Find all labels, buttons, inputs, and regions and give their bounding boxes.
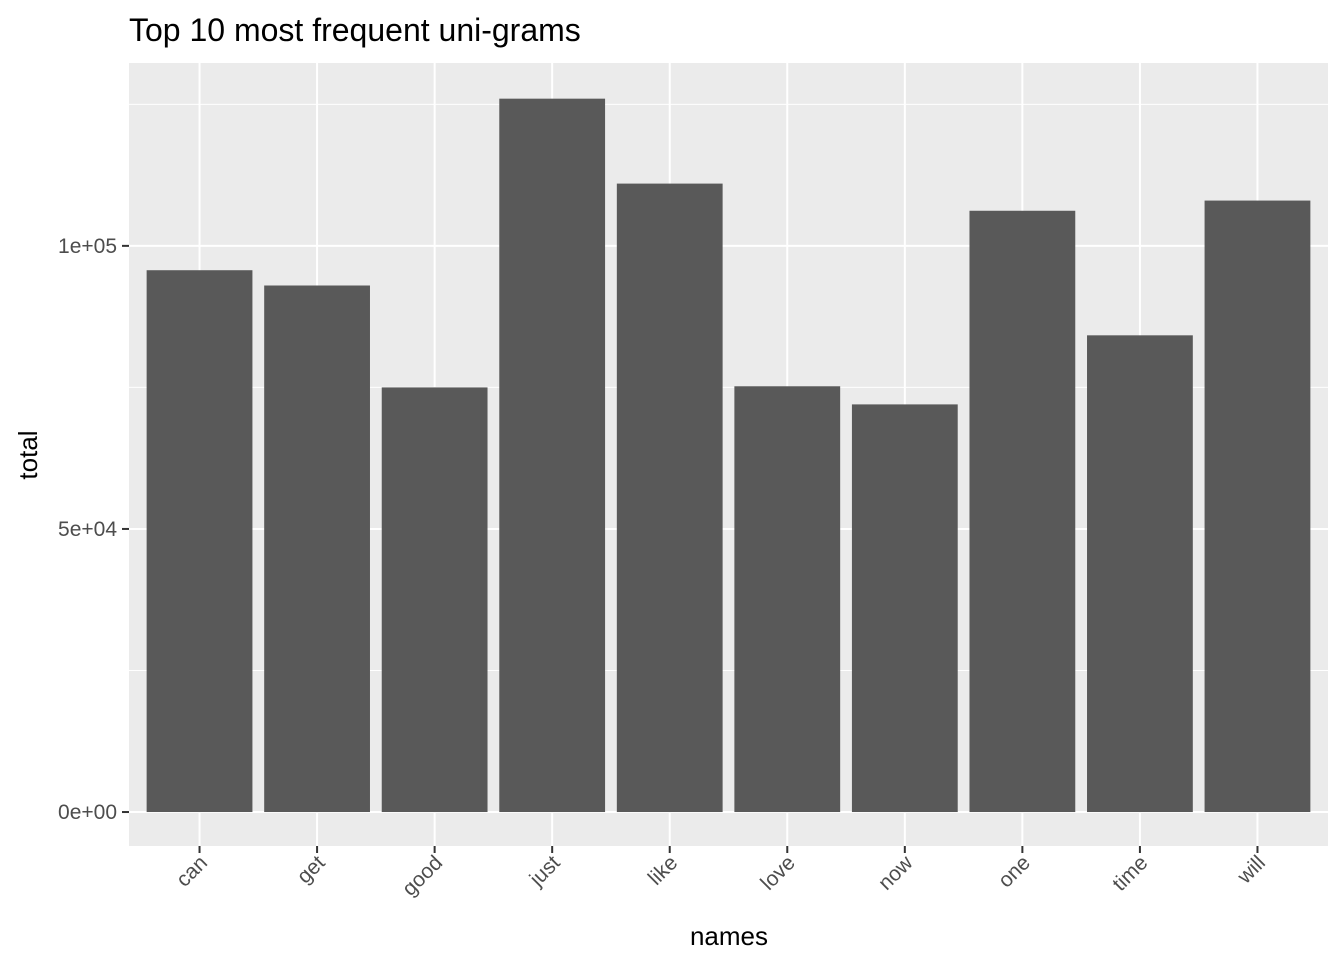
x-axis: can get good just like love now one time will	[172, 846, 1270, 901]
x-tick-label-love: love	[756, 851, 800, 895]
bar-good	[381, 387, 488, 813]
bar-love	[734, 386, 841, 813]
x-axis-title: names	[690, 921, 768, 951]
bar-like	[616, 183, 723, 813]
bar-now	[851, 404, 958, 813]
bar-just	[499, 98, 606, 813]
y-tick-label: 5e+04	[58, 518, 117, 541]
y-tick-label: 1e+05	[58, 235, 117, 258]
x-tick-label-can: can	[172, 851, 212, 891]
x-tick-label-now: now	[874, 851, 918, 895]
x-tick-label-will: will	[1232, 851, 1270, 889]
y-axis-title: total	[13, 430, 43, 479]
bar-one	[969, 210, 1076, 813]
y-axis: 0e+00 5e+04 1e+05	[58, 235, 129, 824]
x-tick-label-just: just	[525, 851, 565, 891]
y-tick-label: 0e+00	[58, 801, 117, 824]
x-tick-label-one: one	[994, 851, 1035, 892]
chart-title: Top 10 most frequent uni-grams	[129, 12, 581, 48]
x-tick-label-get: get	[293, 851, 330, 888]
x-tick-label-time: time	[1108, 851, 1152, 895]
x-tick-label-good: good	[398, 851, 447, 900]
bar-can	[146, 270, 253, 813]
bar-time	[1087, 335, 1193, 813]
bars	[146, 98, 1311, 813]
bar-get	[264, 285, 370, 813]
x-tick-label-like: like	[644, 851, 683, 890]
bar-will	[1204, 200, 1311, 813]
